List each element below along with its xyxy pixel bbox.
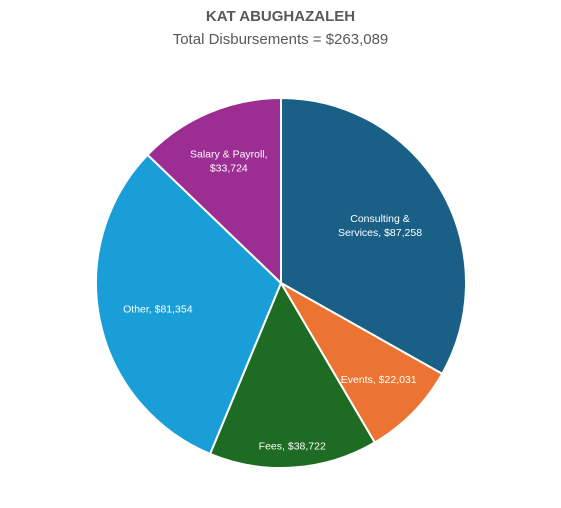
pie-slice-consulting-services — [280, 96, 467, 376]
pie-label-salary-payroll: Salary & Payroll, $33,724 — [190, 148, 268, 174]
chart-subtitle: Total Disbursements = $263,089 — [172, 31, 389, 48]
pie-label-other: Other, $81,354 — [123, 304, 193, 316]
chart-title: KAT ABUGHAZALEH — [205, 8, 356, 25]
pie-slice-events — [278, 280, 444, 444]
pie-label-events: Events, $22,031 — [341, 374, 417, 386]
pie-slice-other — [95, 153, 283, 456]
pie-label-fees: Fees, $38,722 — [259, 440, 326, 452]
pie-slice-salary-payroll — [146, 96, 282, 286]
pie-label-consulting-services: Consulting & Services, $87,258 — [338, 213, 422, 239]
pie-slice-fees — [208, 280, 377, 469]
